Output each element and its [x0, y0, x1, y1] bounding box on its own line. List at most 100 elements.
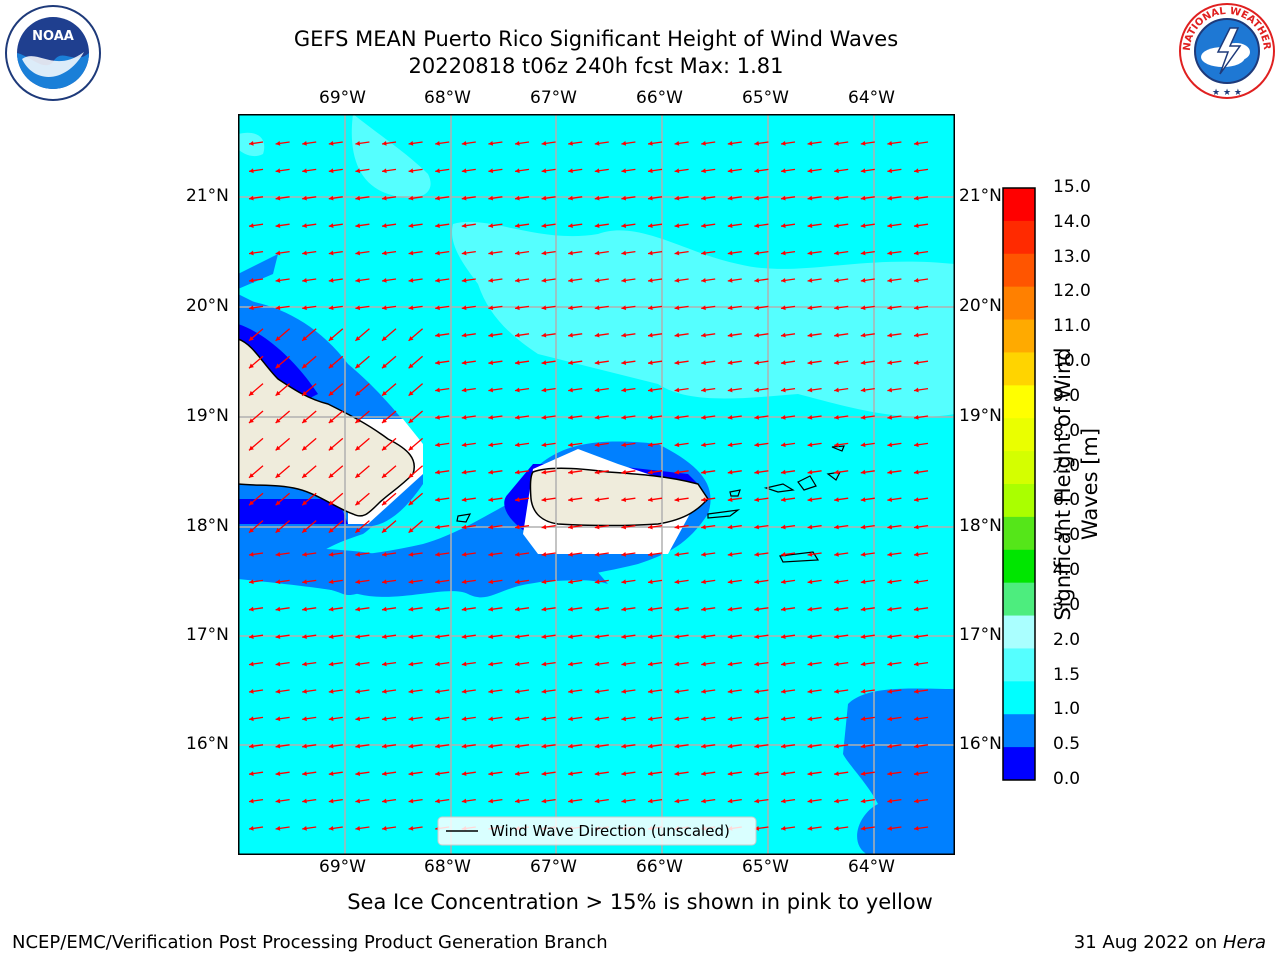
wave-direction-arrow	[355, 223, 370, 228]
wave-direction-arrow	[328, 492, 344, 506]
wave-direction-arrow	[461, 305, 476, 311]
wave-direction-arrow	[780, 689, 796, 694]
wave-direction-arrow	[355, 771, 370, 776]
wave-direction-arrow	[461, 689, 476, 694]
wave-direction-arrow	[488, 743, 503, 749]
colorbar-tick-label: 6.0	[1053, 490, 1081, 511]
wave-direction-arrow	[568, 552, 583, 557]
wave-direction-arrow	[674, 360, 689, 365]
wave-direction-arrow	[302, 278, 317, 283]
wave-direction-arrow	[568, 606, 583, 612]
colorbar-tick-label: 3.0	[1053, 594, 1081, 615]
wave-direction-arrow	[780, 195, 796, 201]
wave-direction-arrow	[621, 195, 636, 201]
wave-direction-arrow	[834, 798, 849, 804]
wave-direction-arrow	[727, 195, 742, 201]
wave-direction-arrow	[913, 141, 929, 146]
wave-direction-arrow	[275, 383, 291, 397]
wave-direction-arrow	[727, 743, 742, 749]
wave-direction-arrow	[860, 634, 875, 639]
wave-direction-arrow	[594, 661, 609, 667]
wave-direction-arrow	[514, 552, 530, 557]
wave-direction-arrow	[594, 250, 609, 256]
wave-direction-arrow	[887, 689, 902, 694]
wave-direction-arrow	[701, 716, 716, 722]
wave-direction-arrow	[807, 606, 822, 612]
wave-direction-arrow	[780, 661, 796, 667]
wave-direction-arrow	[248, 771, 264, 776]
wave-direction-arrow	[461, 168, 476, 174]
wave-direction-arrow	[674, 524, 689, 530]
wave-direction-arrow	[834, 552, 849, 557]
wave-direction-arrow	[860, 332, 875, 338]
wave-direction-arrow	[328, 465, 344, 479]
wave-direction-arrow	[674, 634, 689, 639]
wave-direction-arrow	[887, 141, 902, 146]
colorbar-cell	[1003, 549, 1035, 584]
wave-direction-arrow	[701, 387, 716, 393]
wave-direction-arrow	[408, 355, 424, 369]
wave-direction-arrow	[674, 305, 689, 311]
wave-direction-arrow	[275, 552, 290, 557]
wave-direction-arrow	[860, 415, 875, 420]
wave-direction-arrow	[887, 278, 902, 283]
wave-direction-arrow	[541, 552, 556, 557]
lat-label-left: 16°N	[186, 734, 229, 754]
wave-direction-arrow	[301, 520, 317, 534]
colorbar-cell	[1003, 451, 1035, 485]
wave-direction-arrow	[887, 195, 902, 201]
map-frame	[238, 114, 955, 855]
wave-direction-arrow	[328, 826, 343, 831]
wave-direction-arrow	[887, 716, 902, 722]
colorbar-tick-label: 8.0	[1053, 420, 1081, 441]
wave-direction-arrow	[647, 606, 663, 612]
wave-direction-arrow	[701, 223, 716, 228]
wave-direction-arrow	[381, 383, 397, 397]
wave-direction-arrow	[435, 168, 450, 174]
wave-direction-arrow	[488, 278, 503, 283]
wave-direction-arrow	[275, 689, 290, 694]
wave-direction-arrow	[275, 195, 290, 201]
wave-direction-arrow	[887, 606, 902, 612]
wave-direction-arrow	[568, 332, 583, 338]
wave-direction-arrow	[408, 168, 423, 174]
wave-direction-arrow	[807, 771, 822, 776]
wave-direction-arrow	[754, 771, 769, 776]
wave-direction-arrow	[275, 661, 290, 667]
wave-direction-arrow	[568, 497, 583, 502]
wave-direction-arrow	[834, 524, 849, 530]
wave-direction-arrow	[913, 387, 929, 393]
wave-direction-arrow	[780, 168, 796, 174]
wave-direction-arrow	[594, 278, 609, 283]
wave-direction-arrow	[302, 771, 317, 776]
wave-direction-arrow	[754, 689, 769, 694]
wave-direction-arrow	[381, 520, 397, 534]
wave-direction-arrow	[248, 606, 264, 612]
wave-direction-arrow	[301, 492, 317, 506]
wave-direction-arrow	[674, 195, 689, 201]
wave-direction-arrow	[913, 826, 929, 831]
wave-direction-arrow	[435, 278, 450, 283]
wave-direction-arrow	[461, 743, 476, 749]
wave-direction-arrow	[328, 141, 343, 146]
lon-label-top: 67°W	[530, 88, 577, 108]
lon-label-bottom: 67°W	[530, 857, 577, 877]
wave-direction-arrow	[674, 606, 689, 612]
wave-direction-arrow	[807, 141, 822, 146]
wave-direction-arrow	[727, 469, 742, 475]
wave-direction-arrow	[514, 223, 530, 228]
wave-direction-arrow	[594, 195, 609, 201]
wave-direction-arrow	[514, 360, 530, 365]
wave-direction-arrow	[301, 437, 317, 451]
wave-direction-arrow	[355, 141, 370, 146]
wave-direction-arrow	[834, 497, 849, 502]
wave-direction-arrow	[834, 305, 849, 311]
wave-direction-arrow	[701, 141, 716, 146]
wave-direction-arrow	[913, 442, 929, 448]
wave-direction-arrow	[408, 689, 423, 694]
wave-direction-arrow	[834, 360, 849, 365]
wave-direction-arrow	[488, 634, 503, 639]
wave-direction-arrow	[834, 716, 849, 722]
wave-direction-arrow	[514, 689, 530, 694]
wave-direction-arrow	[435, 141, 450, 146]
